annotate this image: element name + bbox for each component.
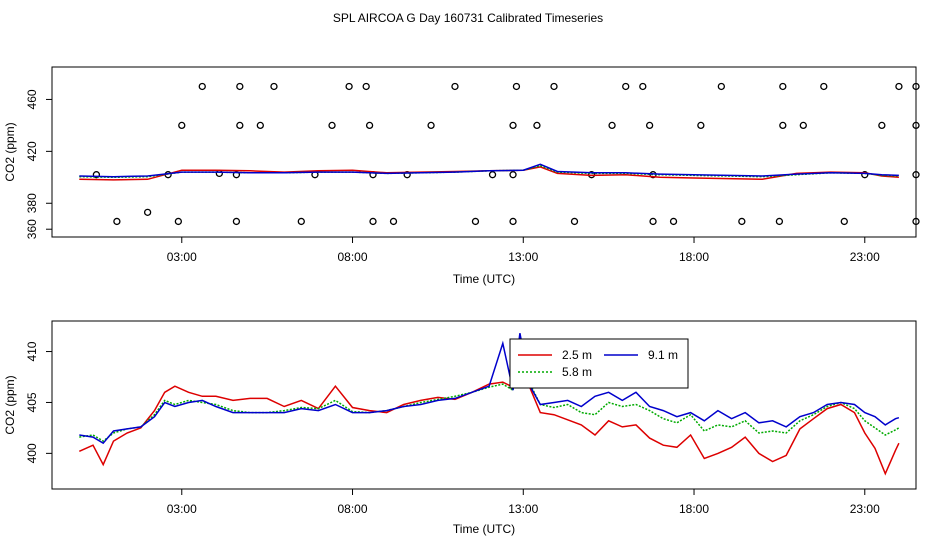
- bottom-x-axis: 03:00 08:00 13:00 18:00 23:00: [167, 489, 880, 516]
- bottom-panel: 400 405 410 03:00 08:00 13:00 18:00 23:00 Time…: [3, 320, 917, 536]
- data-point: [232, 217, 241, 226]
- data-point: [174, 217, 183, 226]
- series-line-2-5-m: [79, 166, 899, 181]
- data-point: [775, 217, 784, 226]
- data-point: [256, 121, 264, 130]
- top-x-axis: 03:00 08:00 13:00 18:00 23:00: [167, 237, 880, 264]
- data-point: [840, 217, 848, 226]
- data-point: [912, 82, 920, 91]
- x-tick-label: 18:00: [679, 502, 709, 516]
- y-tick-label: 410: [25, 341, 39, 361]
- x-tick-label: 03:00: [167, 250, 197, 264]
- x-tick-label: 08:00: [338, 502, 368, 516]
- data-point: [509, 121, 517, 130]
- data-point: [198, 82, 206, 91]
- y-tick-label: 400: [25, 443, 39, 463]
- x-tick-label: 13:00: [508, 502, 538, 516]
- data-point: [779, 121, 787, 130]
- data-point: [820, 82, 828, 91]
- legend-label-9-1m: 9.1 m: [648, 348, 678, 362]
- data-point: [143, 208, 152, 216]
- data-point: [365, 121, 374, 130]
- data-point: [92, 171, 101, 179]
- data-point: [895, 82, 903, 91]
- data-point: [389, 217, 398, 226]
- data-point: [232, 171, 241, 179]
- data-point: [178, 121, 186, 130]
- data-point: [236, 82, 244, 91]
- data-point: [509, 171, 517, 179]
- y-tick-label: 380: [25, 193, 39, 213]
- figure-title: SPL AIRCOA G Day 160731 Calibrated Times…: [333, 11, 603, 25]
- top-y-axis-label: CO2 (ppm): [3, 122, 17, 181]
- data-point: [297, 217, 305, 226]
- series-line-2-5-m: [78, 336, 900, 476]
- data-point: [270, 82, 278, 91]
- data-point: [550, 82, 558, 91]
- data-point: [512, 82, 521, 91]
- x-tick-label: 13:00: [508, 250, 538, 264]
- data-point: [533, 121, 541, 130]
- data-point: [861, 171, 869, 179]
- data-point: [328, 121, 336, 130]
- x-tick-label: 23:00: [850, 250, 880, 264]
- data-point: [369, 217, 377, 226]
- top-x-axis-label: Time (UTC): [453, 272, 515, 286]
- y-tick-label: 460: [25, 89, 39, 109]
- data-point: [799, 121, 807, 130]
- data-point: [451, 82, 459, 91]
- data-point: [236, 121, 244, 130]
- bottom-y-axis-label: CO2 (ppm): [3, 375, 17, 434]
- legend-box: [509, 338, 689, 389]
- data-point: [912, 121, 920, 130]
- data-point: [362, 82, 370, 91]
- series-line-9-1-m: [79, 333, 900, 445]
- data-point: [779, 82, 787, 91]
- data-point: [697, 121, 705, 130]
- top-scatter-points: [92, 82, 920, 226]
- data-point: [345, 82, 353, 91]
- data-point: [669, 217, 678, 226]
- y-tick-label: 405: [25, 392, 39, 412]
- x-tick-label: 03:00: [167, 502, 197, 516]
- top-panel: 380 420 460 360 03:00 08:00 13:00 18:00 23:00 T…: [3, 66, 920, 286]
- data-point: [645, 121, 654, 130]
- y-tick-label: 360: [25, 219, 39, 239]
- data-point: [427, 121, 435, 130]
- legend-label-5-8m: 5.8 m: [562, 365, 592, 379]
- data-point: [912, 171, 920, 179]
- x-tick-label: 08:00: [338, 250, 368, 264]
- data-point: [471, 217, 480, 226]
- data-point: [639, 82, 647, 91]
- y-tick-label: 420: [25, 141, 39, 161]
- data-point: [738, 217, 746, 226]
- x-tick-label: 23:00: [850, 502, 880, 516]
- series-line-5-8-m: [79, 349, 900, 443]
- top-y-axis: 380 420 460 360: [25, 89, 52, 239]
- data-point: [912, 217, 920, 226]
- data-point: [215, 169, 223, 178]
- data-point: [509, 217, 517, 226]
- x-tick-label: 18:00: [679, 250, 709, 264]
- top-plot-frame: [51, 66, 917, 238]
- data-point: [488, 171, 497, 179]
- bottom-plot-frame: [51, 320, 917, 490]
- legend: 2.5 m 5.8 m 9.1 m: [509, 338, 689, 389]
- bottom-x-axis-label: Time (UTC): [453, 522, 515, 536]
- data-point: [113, 217, 121, 226]
- top-series-lines: [79, 163, 899, 181]
- data-point: [649, 217, 657, 226]
- data-point: [717, 82, 725, 91]
- legend-label-2-5m: 2.5 m: [562, 348, 592, 362]
- bottom-y-axis: 400 405 410: [25, 341, 52, 463]
- data-point: [622, 82, 630, 91]
- data-point: [608, 121, 616, 130]
- bottom-series-lines: [78, 333, 900, 476]
- series-line-9-1-m: [79, 163, 899, 178]
- data-point: [878, 121, 886, 130]
- data-point: [570, 217, 579, 226]
